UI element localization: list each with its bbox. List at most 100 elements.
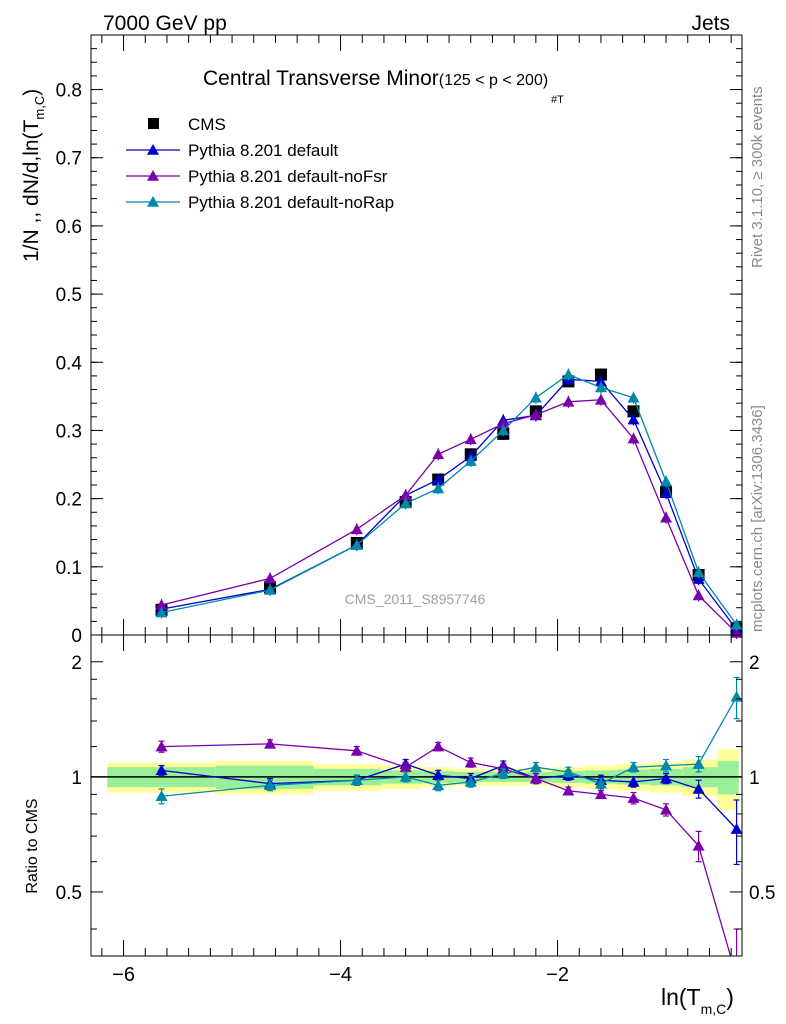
ratio-point [264,737,277,749]
legend: CMS Pythia 8.201 default Pythia 8.201 defa… [126,115,394,212]
main-y-tick-label: 0.8 [56,81,82,102]
ratio-point [464,756,477,768]
ratio-point [692,839,705,851]
ratio-point [497,767,510,779]
main-mc-point [627,391,640,403]
ratio-point [350,744,363,756]
main-title: Central Transverse Minor(125 < p < 200) [203,67,548,90]
ratio-panel: 0.5 0.5 1 1 2 2 −6 −4 −2 Ratio to CMS ln(Tm,C) [24,634,775,1017]
main-mc-point [464,433,477,445]
main-title-text: Central Transverse Minor [203,67,439,90]
ratio-y-axis: 0.5 0.5 1 1 2 2 [56,653,775,930]
main-mc-point [692,589,705,601]
main-mc-point [155,599,168,610]
main-y-tick-label: 0.4 [56,353,83,374]
ratio-point [399,770,412,782]
ratio-band-green [717,761,739,795]
main-y-label-sub: m,C [32,96,47,120]
ratio-point [562,784,575,796]
ratio-point [529,761,542,772]
ratio-point [464,775,477,787]
main-mc-point [432,473,445,485]
x-tick-label: −2 [546,964,569,986]
main-y-tick-label: 0 [71,626,82,647]
legend-marker [147,170,159,181]
ratio-x-axis: −6 −4 −2 [101,635,732,986]
header-right-label: Jets [691,12,730,35]
main-mc-point [399,489,412,501]
x-axis-label-text: ln(T [661,984,701,1010]
legend-marker [147,196,159,207]
main-y-tick-label: 0.6 [56,217,82,238]
ratio-y-label: Ratio to CMS [24,798,41,893]
ratio-point [692,758,705,769]
ratio-point [731,971,743,982]
ratio-point [627,775,640,787]
legend-label: Pythia 8.201 default-noFsr [188,167,388,186]
ratio-panel-frame [90,634,743,957]
ratio-point [264,779,277,791]
main-y-tick-label: 0.2 [56,490,82,511]
x-axis-label-sub: m,C [701,1001,727,1017]
ratio-point [594,777,607,789]
main-y-label-text: 1/N ,, dN/d,ln(T [20,119,43,262]
ratio-point [660,759,673,771]
main-mc-point [529,391,542,403]
main-y-tick-label: 0.3 [56,421,82,442]
main-mc-point [432,482,445,494]
ratio-point [155,790,168,802]
ratio-point [432,779,445,791]
ratio-y-tick-label-right: 2 [749,653,760,674]
x-axis-label-close: ) [726,984,734,1010]
ratio-point [660,772,673,784]
main-mc-point [730,618,743,630]
legend-label: Pythia 8.201 default-noRap [188,193,394,212]
ratio-y-tick-label-right: 0.5 [749,883,775,904]
main-y-label: 1/N ,, dN/d,ln(Tm,C) [20,89,47,262]
main-mc-point [529,408,542,420]
main-mc-point [692,566,705,578]
ratio-point [730,690,742,702]
main-mc-point [594,381,607,393]
ratio-point [692,782,705,794]
ratio-point [155,764,168,776]
header-left-label: 7000 GeV pp [103,12,227,35]
ratio-point [529,772,542,784]
main-y-label-close: ) [20,89,43,96]
legend-label: Pythia 8.201 default [188,141,339,160]
mcplots-note: mcplots.cern.ch [arXiv:1306.3436] [749,405,766,632]
ratio-y-tick-label: 1 [71,768,82,789]
main-mc-point [464,455,477,466]
ratio-point [155,740,168,752]
main-series-line [161,378,738,630]
ratio-series [155,676,743,982]
ratio-point [432,740,445,752]
main-data-point [627,405,640,418]
main-mc-point [497,417,510,429]
legend-marker [148,118,159,129]
main-mc-point [562,395,575,407]
main-mc-point [155,606,168,618]
ratio-point [594,788,607,800]
ratio-series-line [161,696,738,797]
main-x-ticks [101,35,732,635]
ratio-point [627,761,640,772]
main-panel: 0 0.1 0.2 0.3 0.4 0.5 0.6 0.7 0.8 Central Transv… [20,34,743,647]
main-mc-point [692,573,705,584]
main-mc-point [264,572,277,584]
ratio-series-line [161,743,732,956]
ratio-point [432,769,445,781]
ratio-point [730,823,742,834]
ratio-point [660,803,673,815]
main-mc-point [594,393,607,405]
x-tick-label: −6 [112,964,135,986]
main-title-range: (125 < p < 200) [439,72,548,89]
ratio-series-group [155,676,743,982]
ratio-point [399,761,412,772]
main-series-line [161,373,738,626]
main-mc-point [264,584,277,595]
main-y-axis: 0 0.1 0.2 0.3 0.4 0.5 0.6 0.7 0.8 [56,34,742,647]
x-axis-label: ln(Tm,C) [661,984,734,1017]
main-series-line [161,399,738,634]
